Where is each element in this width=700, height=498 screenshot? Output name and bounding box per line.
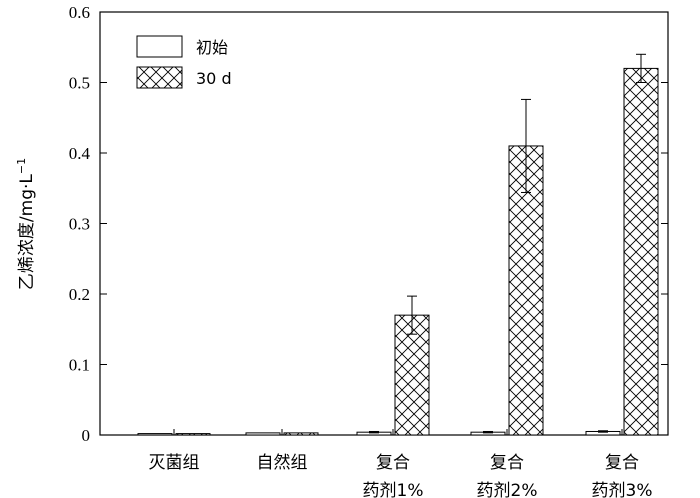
x-category-label: 灭菌组: [149, 453, 200, 473]
legend: 初始 30 d: [136, 35, 232, 89]
x-category-label: 复合: [376, 453, 410, 473]
y-tick-label: 0.4: [69, 144, 91, 163]
y-axis-title-main: 乙烯浓度/mg·L: [17, 174, 37, 290]
x-category-label: 药剂3%: [592, 481, 653, 498]
bar-30d-0: [175, 433, 211, 436]
bar-initial-1: [245, 432, 281, 436]
x-category-label: 药剂1%: [363, 481, 424, 498]
y-tick-label: 0.1: [69, 356, 90, 375]
bar-30d-4: [623, 67, 659, 436]
y-tick-label: 0.6: [69, 3, 90, 22]
bars: [137, 67, 659, 436]
plot-frame: [99, 11, 669, 436]
y-axis-title-superscript: −1: [15, 158, 28, 174]
x-category-label: 药剂2%: [477, 481, 538, 498]
y-axis-title: 乙烯浓度/mg·L−1: [15, 158, 37, 290]
y-tick-label: 0: [82, 426, 91, 445]
x-category-label: 复合: [605, 453, 639, 473]
legend-label-30d: 30 d: [196, 69, 232, 88]
bar-30d-2: [394, 314, 430, 436]
x-category-label: 复合: [490, 453, 524, 473]
bar-30d-3: [508, 145, 544, 436]
x-category-label: 自然组: [257, 453, 308, 473]
bar-initial-0: [137, 433, 173, 436]
y-tick-label: 0.2: [69, 285, 90, 304]
legend-swatch-initial: [136, 35, 183, 58]
error-bars: [369, 53, 646, 434]
legend-swatch-30d: [136, 66, 183, 89]
y-axis: 0 0.1 0.2 0.3 0.4 0.5 0.6: [69, 3, 668, 445]
bar-30d-1: [283, 432, 319, 436]
legend-label-initial: 初始: [196, 38, 228, 57]
y-tick-label: 0.3: [69, 215, 90, 234]
y-tick-label: 0.5: [69, 74, 90, 93]
